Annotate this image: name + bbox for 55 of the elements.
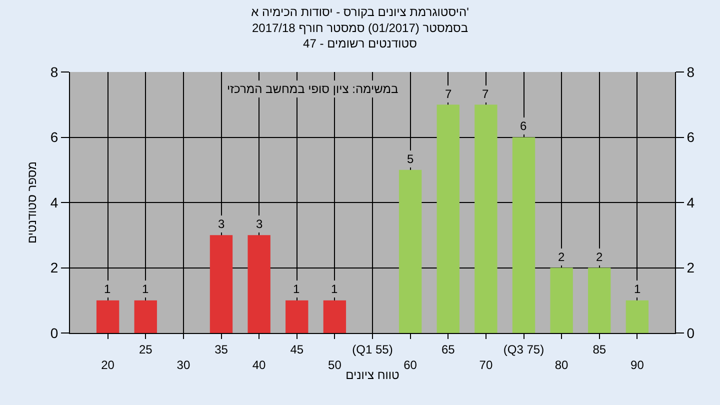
y-tick-label: 6 (50, 129, 58, 146)
x-tick-label: 45 (290, 342, 304, 356)
x-axis-title: טווח ציונים (346, 368, 400, 382)
x-tick-label: 85 (592, 342, 606, 356)
y-tick-label: 2 (50, 260, 58, 276)
bar (512, 137, 536, 333)
data-label: 3 (256, 217, 263, 231)
bar (134, 300, 157, 333)
data-label: 1 (142, 282, 149, 296)
data-label: 1 (104, 282, 111, 296)
x-tick-label: 40 (252, 358, 266, 372)
data-label: 7 (445, 87, 452, 101)
bar (588, 268, 611, 333)
x-tick-label: 60 (404, 358, 418, 372)
y2-tick-label: 6 (686, 129, 695, 146)
y-tick-label: 4 (50, 194, 58, 210)
annotation: במשימה: ציון סופי במחשב המרכזי (227, 82, 398, 96)
x-tick-label: 25 (138, 342, 153, 356)
x-tick-label: 20 (101, 358, 115, 372)
bar (550, 268, 573, 333)
x-tick-label: 30 (176, 358, 190, 372)
bar (210, 235, 233, 333)
x-tick-label: (Q1 55) (352, 342, 393, 356)
y2-tick-label: 2 (686, 260, 695, 276)
data-label: 7 (482, 87, 489, 101)
data-label: 3 (218, 217, 225, 231)
x-tick-label: 90 (630, 358, 644, 372)
y2-tick-label: 0 (686, 324, 695, 341)
data-label: 1 (331, 282, 338, 296)
bar (626, 300, 649, 333)
bar (323, 300, 346, 333)
data-label: 2 (596, 250, 603, 264)
y-axis-title: מספר סטודנטים (25, 161, 39, 244)
y2-tick-label: 8 (686, 64, 695, 80)
data-label: 1 (293, 282, 300, 296)
data-label: 6 (520, 119, 527, 133)
bar (286, 300, 308, 333)
bar (398, 170, 422, 333)
bar (96, 300, 120, 333)
x-tick-label: (Q3 75) (503, 342, 544, 356)
chart-title: היסטוגרמת ציונים בקורס - יסודות הכימיה א' בסמסטר (01/2017) סמסטר חורף 2017/18 סטודנטים רשומים - 47 (251, 5, 469, 50)
x-tick-label: 80 (554, 358, 569, 372)
x-tick-label: 65 (441, 342, 456, 356)
data-label: 2 (558, 250, 565, 264)
bar (474, 104, 498, 333)
data-label: 5 (407, 152, 414, 166)
y2-tick-label: 4 (686, 194, 695, 210)
bar (248, 235, 270, 333)
y-tick-label: 8 (50, 64, 58, 80)
x-tick-label: 35 (214, 342, 228, 356)
data-label: 1 (634, 282, 641, 296)
y-tick-label: 0 (50, 324, 58, 341)
bar (436, 104, 460, 333)
x-tick-label: 50 (328, 358, 342, 372)
x-tick-label: 70 (479, 358, 493, 372)
